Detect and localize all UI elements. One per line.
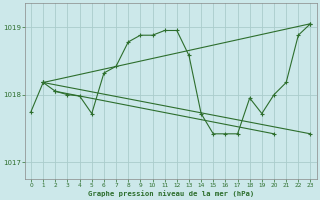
X-axis label: Graphe pression niveau de la mer (hPa): Graphe pression niveau de la mer (hPa) xyxy=(88,190,254,197)
